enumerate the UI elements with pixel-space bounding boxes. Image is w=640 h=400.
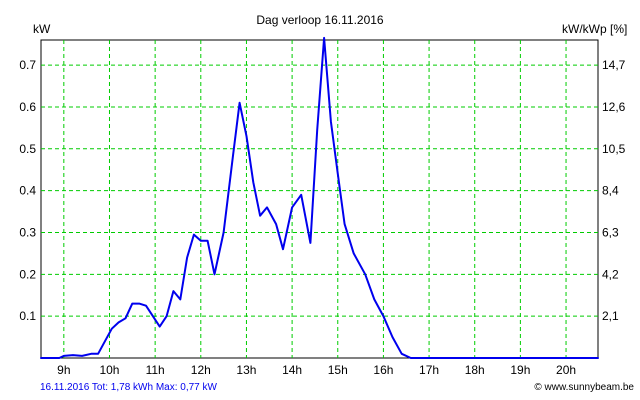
- y-tick-label-right: 2,1: [602, 309, 619, 323]
- y-tick-label-left: 0.2: [19, 267, 36, 281]
- y-tick-label-right: 4,2: [602, 267, 619, 281]
- y-tick-label-left: 0.4: [19, 184, 36, 198]
- footer-copyright: © www.sunnybeam.be: [534, 382, 634, 393]
- y-tick-label-left: 0.3: [19, 225, 36, 239]
- y-axis-right-unit: kW/kWp [%]: [562, 22, 627, 36]
- x-tick-label: 9h: [57, 363, 70, 377]
- x-tick-label: 17h: [419, 363, 439, 377]
- y-tick-label-left: 0.5: [19, 142, 36, 156]
- tick-labels: 9h 10h 11h 12h 13h 14h 15h 16h 17h 18h 19h 20h 0.1 2,…: [19, 58, 625, 377]
- y-tick-label-left: 0.7: [19, 58, 36, 72]
- x-tick-label: 20h: [556, 363, 576, 377]
- y-tick-label-right: 10,5: [602, 142, 626, 156]
- y-axis-left-unit: kW: [33, 22, 51, 36]
- series-group: [40, 36, 599, 359]
- y-tick-label-left: 0.1: [19, 309, 36, 323]
- x-tick-label: 12h: [191, 363, 211, 377]
- y-tick-label-right: 6,3: [602, 225, 619, 239]
- x-tick-label: 13h: [236, 363, 256, 377]
- plot-area-frame: [40, 39, 599, 359]
- chart-title: Dag verloop 16.11.2016: [256, 13, 384, 27]
- power-series-line: [40, 36, 599, 359]
- y-tick-label-right: 12,6: [602, 100, 626, 114]
- x-tick-label: 15h: [328, 363, 348, 377]
- y-tick-label-left: 0.6: [19, 100, 36, 114]
- x-tick-label: 16h: [373, 363, 393, 377]
- x-tick-label: 10h: [99, 363, 119, 377]
- x-tick-label: 19h: [510, 363, 530, 377]
- y-tick-label-right: 8,4: [602, 184, 619, 198]
- x-tick-label: 14h: [282, 363, 302, 377]
- x-tick-label: 18h: [465, 363, 485, 377]
- x-tick-label: 11h: [146, 363, 165, 377]
- grid-lines: [41, 40, 598, 358]
- footer-summary: 16.11.2016 Tot: 1,78 kWh Max: 0,77 kW: [40, 382, 217, 393]
- y-tick-label-right: 14,7: [602, 58, 626, 72]
